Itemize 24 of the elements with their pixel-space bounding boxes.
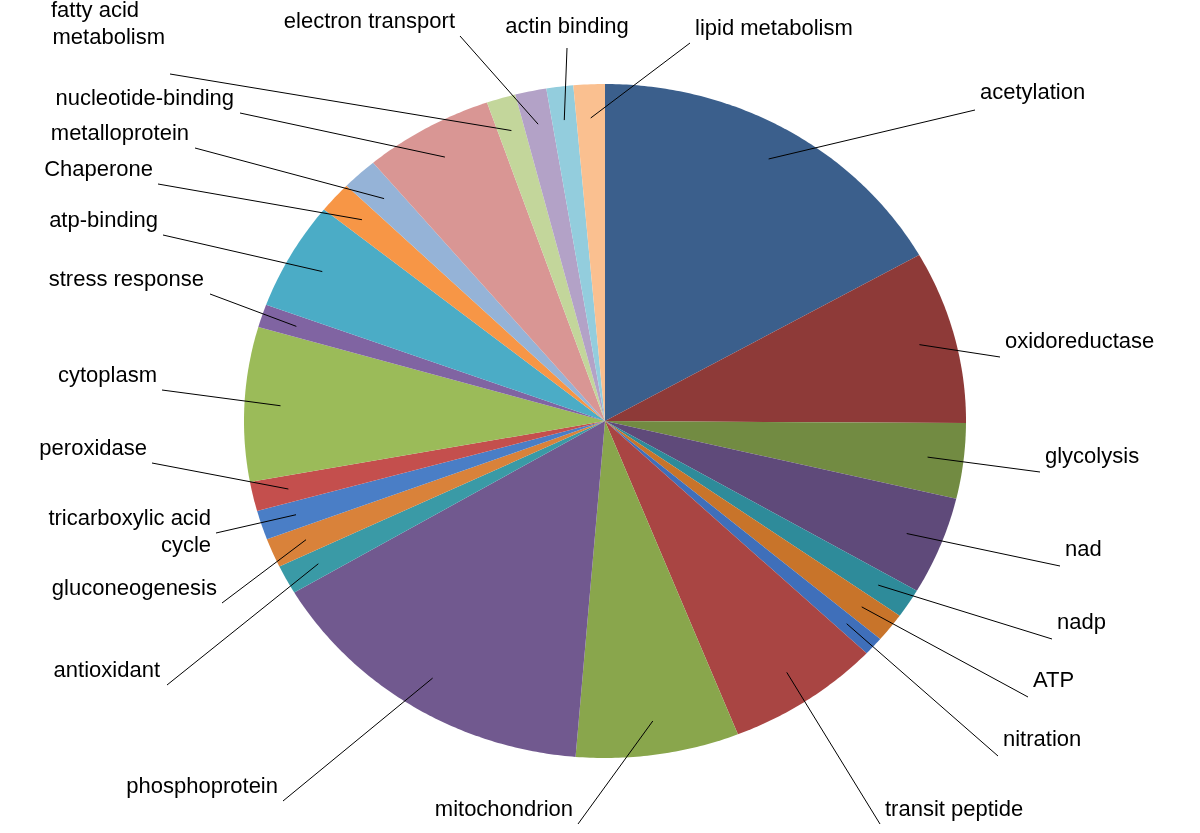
slice-label: electron transport [283, 8, 455, 33]
slice-label: fatty acid metabolism [50, 0, 165, 49]
slice-label: atp-binding [49, 207, 158, 232]
slice-label: transit peptide [885, 796, 1024, 821]
slice-label: oxidoreductase [1005, 328, 1155, 353]
slice-label: ATP [1033, 667, 1075, 692]
slice-label: gluconeogenesis [51, 575, 217, 600]
slice-label: acetylation [980, 79, 1086, 104]
slice-label: nucleotide-binding [55, 85, 234, 110]
slice-label: actin binding [505, 13, 629, 38]
slice-label: nitration [1003, 726, 1082, 751]
slice-label: metalloprotein [50, 120, 189, 145]
slice-label: nad [1065, 536, 1102, 561]
slice-label: peroxidase [39, 435, 147, 460]
slice-label: mitochondrion [434, 796, 573, 821]
slice-label: tricarboxylic acid cycle [48, 505, 211, 557]
slice-label: lipid metabolism [695, 15, 853, 40]
slice-label: Chaperone [44, 156, 153, 181]
slice-label: cytoplasm [57, 362, 157, 387]
slice-label: glycolysis [1045, 443, 1140, 468]
slice-label: stress response [48, 266, 204, 291]
slice-label: nadp [1057, 609, 1106, 634]
slice-label: antioxidant [53, 657, 160, 682]
slice-label: phosphoprotein [126, 773, 278, 798]
